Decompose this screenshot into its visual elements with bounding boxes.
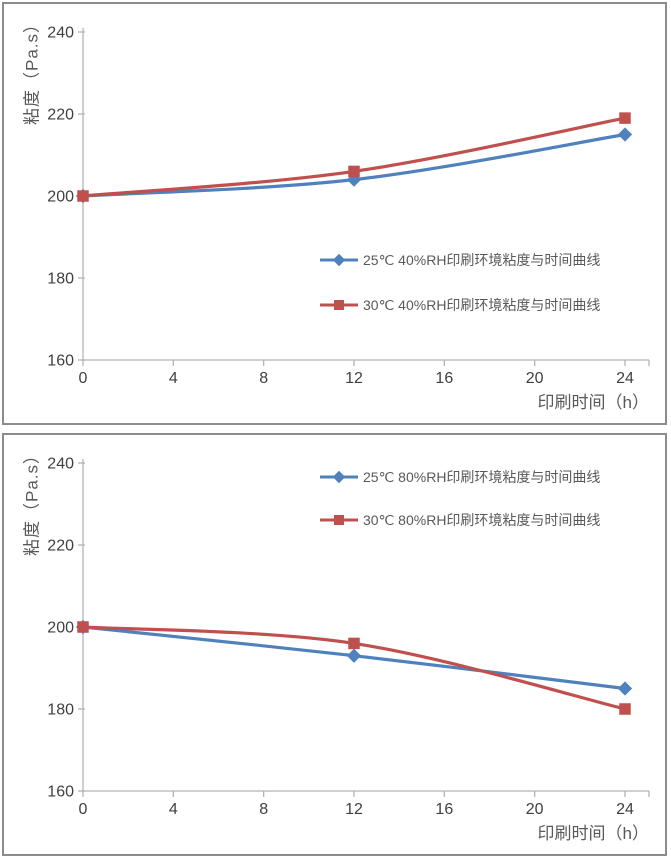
svg-text:24: 24 — [616, 801, 634, 818]
legend-item-30c-40rh: 30℃ 40%RH印刷环境粘度与时间曲线 — [320, 295, 600, 315]
legend-item-25c-40rh: 25℃ 40%RH印刷环境粘度与时间曲线 — [320, 250, 600, 270]
svg-text:240: 240 — [47, 456, 74, 473]
svg-text:4: 4 — [169, 801, 178, 818]
svg-text:0: 0 — [79, 801, 88, 818]
legend-label: 30℃ 80%RH印刷环境粘度与时间曲线 — [363, 512, 601, 528]
svg-text:8: 8 — [259, 801, 268, 818]
x-axis-title: 印刷时间（h） — [537, 824, 649, 843]
y-axis-title: 粘度（Pa.s） — [22, 14, 42, 126]
line-diamond-marker-icon — [320, 470, 358, 484]
svg-text:160: 160 — [47, 353, 74, 370]
svg-text:4: 4 — [169, 370, 178, 387]
svg-text:12: 12 — [345, 801, 363, 818]
line-square-marker-icon — [320, 300, 358, 310]
svg-text:20: 20 — [526, 801, 544, 818]
y-axis-title: 粘度（Pa.s） — [22, 445, 42, 557]
legend-label: 25℃ 40%RH印刷环境粘度与时间曲线 — [363, 252, 601, 268]
svg-text:12: 12 — [345, 370, 363, 387]
svg-text:0: 0 — [79, 370, 88, 387]
svg-text:160: 160 — [47, 784, 74, 801]
svg-text:180: 180 — [47, 271, 74, 288]
svg-text:20: 20 — [526, 370, 544, 387]
svg-text:16: 16 — [435, 801, 453, 818]
svg-text:24: 24 — [616, 370, 634, 387]
svg-text:240: 240 — [47, 25, 74, 42]
legend-item-30c-80rh: 30℃ 80%RH印刷环境粘度与时间曲线 — [320, 510, 600, 530]
chart-panel-40rh: 160 180 200 220 240 0 4 8 12 16 20 24 粘度（Pa.s） 印刷时间… — [2, 2, 667, 425]
svg-text:200: 200 — [47, 189, 74, 206]
line-square-marker-icon — [320, 515, 358, 525]
svg-text:200: 200 — [47, 620, 74, 637]
svg-text:180: 180 — [47, 702, 74, 719]
legend-label: 25℃ 80%RH印刷环境粘度与时间曲线 — [363, 469, 601, 485]
svg-text:220: 220 — [47, 538, 74, 555]
line-diamond-marker-icon — [320, 253, 358, 267]
legend-label: 30℃ 40%RH印刷环境粘度与时间曲线 — [363, 297, 601, 313]
svg-text:220: 220 — [47, 107, 74, 124]
chart-panel-80rh: 160 180 200 220 240 0 4 8 12 16 20 24 粘度（Pa.s） 印刷时间… — [2, 433, 667, 856]
legend: 25℃ 80%RH印刷环境粘度与时间曲线 30℃ 80%RH印刷环境粘度与时间曲… — [320, 467, 600, 530]
viscosity-time-plot-80rh: 160 180 200 220 240 0 4 8 12 16 20 24 — [47, 456, 650, 818]
svg-text:8: 8 — [259, 370, 268, 387]
viscosity-time-plot-40rh: 160 180 200 220 240 0 4 8 12 16 20 24 — [47, 25, 650, 387]
legend-item-25c-80rh: 25℃ 80%RH印刷环境粘度与时间曲线 — [320, 467, 600, 487]
svg-text:16: 16 — [435, 370, 453, 387]
legend: 25℃ 40%RH印刷环境粘度与时间曲线 30℃ 40%RH印刷环境粘度与时间曲… — [320, 250, 600, 315]
x-axis-title: 印刷时间（h） — [537, 393, 649, 412]
